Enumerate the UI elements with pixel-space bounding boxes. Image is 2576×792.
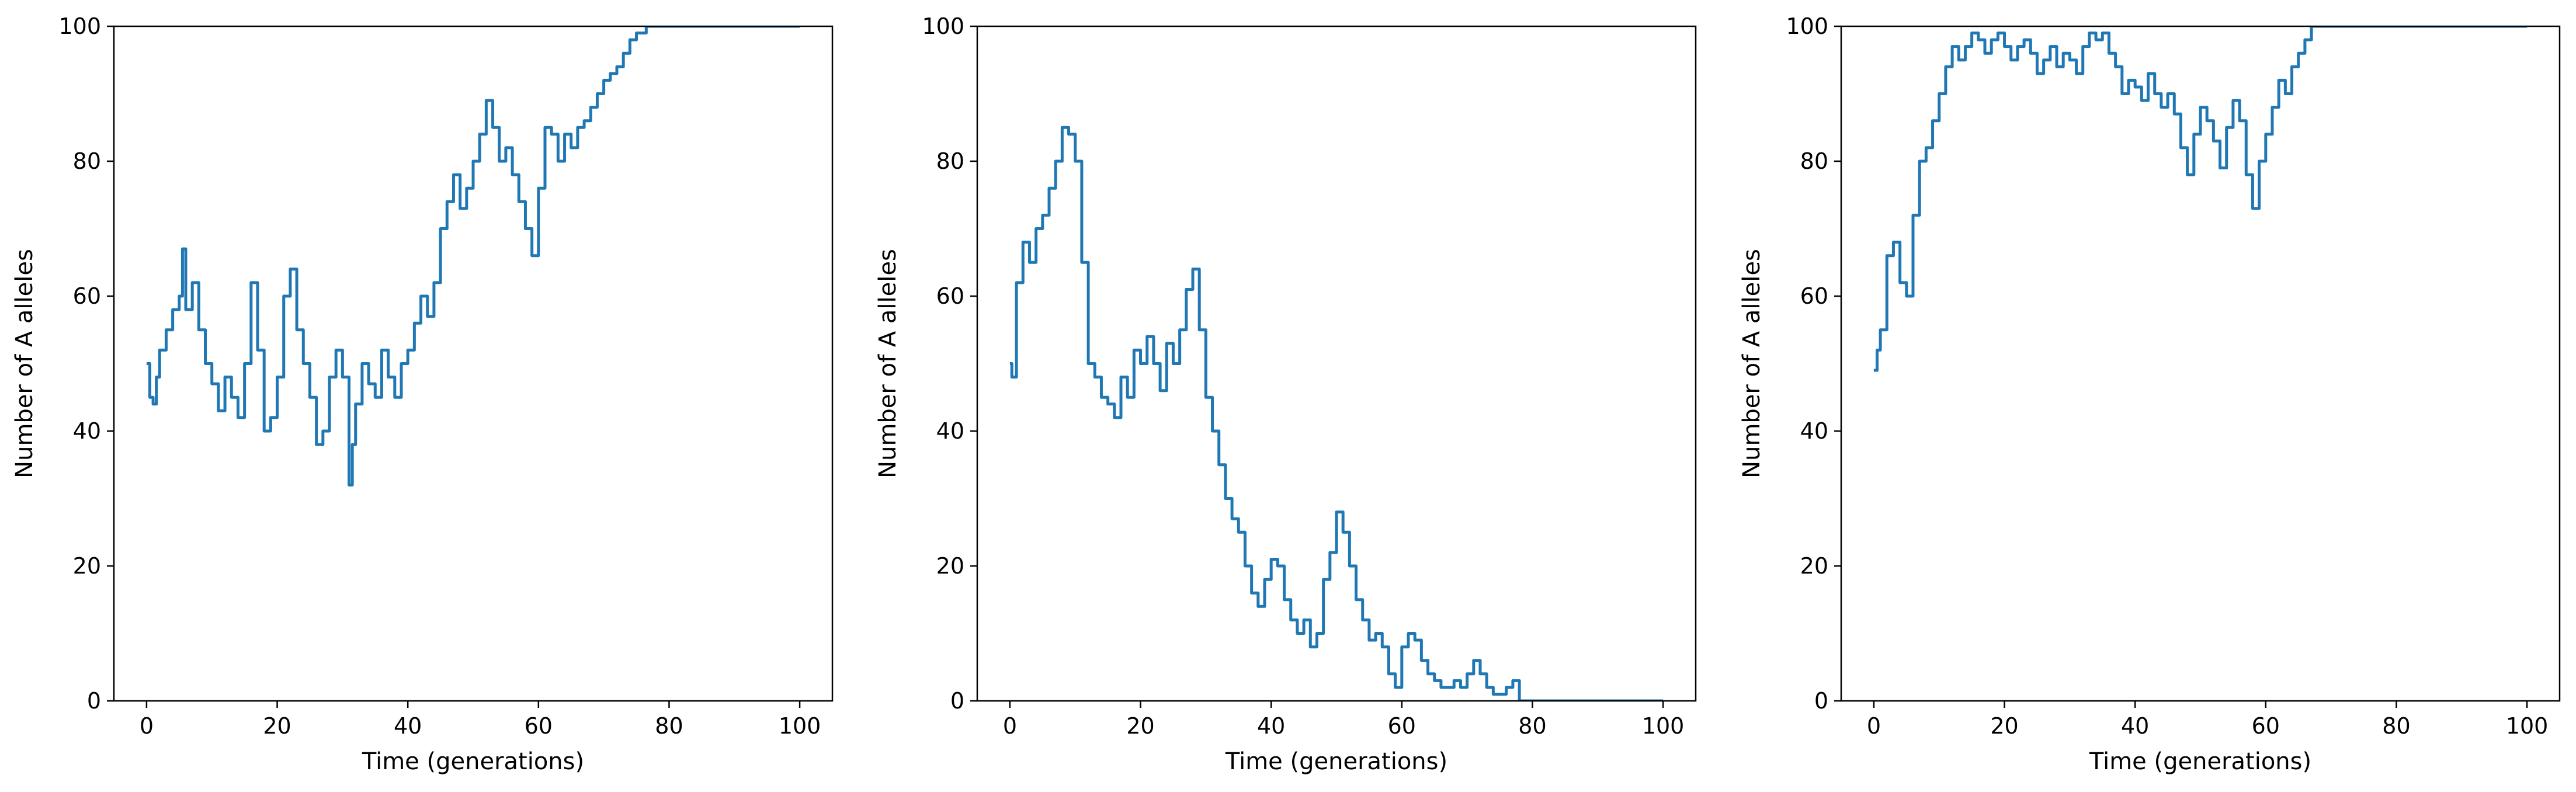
y-tick-label: 20 bbox=[1800, 553, 1828, 579]
series-line bbox=[146, 26, 800, 487]
chart-panel-1: 0 20 40 60 80 100 0 20 40 60 80 100 Time (generation… bbox=[11, 13, 834, 775]
x-axis-label: Time (generations) bbox=[2089, 748, 2311, 775]
x-tick-label: 80 bbox=[655, 713, 683, 739]
y-tick-label: 60 bbox=[1800, 283, 1828, 309]
axes-frame bbox=[1840, 25, 2561, 702]
y-tick-label: 20 bbox=[936, 553, 964, 579]
series-line bbox=[1009, 126, 1664, 701]
series-line bbox=[1873, 26, 2528, 372]
axes-frame bbox=[113, 25, 834, 702]
y-tick-label: 40 bbox=[1800, 418, 1828, 444]
x-tick-label: 60 bbox=[525, 713, 553, 739]
x-axis-label: Time (generations) bbox=[1225, 748, 1447, 775]
y-tick-label: 80 bbox=[73, 148, 101, 174]
x-tick-label: 60 bbox=[1388, 713, 1416, 739]
y-tick-label: 40 bbox=[936, 418, 964, 444]
x-tick-label: 100 bbox=[779, 713, 821, 739]
x-tick-label: 60 bbox=[2252, 713, 2280, 739]
x-tick-label: 100 bbox=[2506, 713, 2549, 739]
y-tick-label: 60 bbox=[73, 283, 101, 309]
x-tick-label: 20 bbox=[1990, 713, 2018, 739]
y-tick-label: 100 bbox=[1786, 13, 1828, 39]
y-axis-label: Number of A alleles bbox=[11, 249, 38, 478]
x-tick-label: 40 bbox=[394, 713, 422, 739]
y-tick-label: 80 bbox=[1800, 148, 1828, 174]
axes-frame bbox=[976, 25, 1697, 702]
y-axis-label: Number of A alleles bbox=[1738, 249, 1765, 478]
x-tick-label: 0 bbox=[1867, 713, 1881, 739]
x-tick-label: 80 bbox=[2382, 713, 2410, 739]
x-tick-label: 40 bbox=[1257, 713, 1285, 739]
y-axis-label: Number of A alleles bbox=[874, 249, 901, 478]
y-tick-label: 100 bbox=[58, 13, 101, 39]
x-tick-label: 0 bbox=[1003, 713, 1017, 739]
x-tick-label: 0 bbox=[140, 713, 154, 739]
y-tick-label: 0 bbox=[1814, 688, 1828, 714]
x-tick-label: 80 bbox=[1518, 713, 1546, 739]
x-tick-label: 100 bbox=[1642, 713, 1685, 739]
chart-panel-3: 0 20 40 60 80 100 0 20 40 60 80 100 Time (generation… bbox=[1738, 13, 2561, 775]
y-tick-label: 40 bbox=[73, 418, 101, 444]
y-tick-label: 20 bbox=[73, 553, 101, 579]
x-tick-label: 20 bbox=[1126, 713, 1154, 739]
x-tick-label: 40 bbox=[2121, 713, 2149, 739]
y-tick-label: 0 bbox=[87, 688, 101, 714]
x-tick-label: 20 bbox=[263, 713, 291, 739]
y-tick-label: 0 bbox=[950, 688, 964, 714]
chart-panel-2: 0 20 40 60 80 100 0 20 40 60 80 100 Time (generation… bbox=[874, 13, 1697, 775]
y-tick-label: 60 bbox=[936, 283, 964, 309]
x-axis-label: Time (generations) bbox=[362, 748, 584, 775]
y-tick-label: 100 bbox=[922, 13, 964, 39]
y-tick-label: 80 bbox=[936, 148, 964, 174]
